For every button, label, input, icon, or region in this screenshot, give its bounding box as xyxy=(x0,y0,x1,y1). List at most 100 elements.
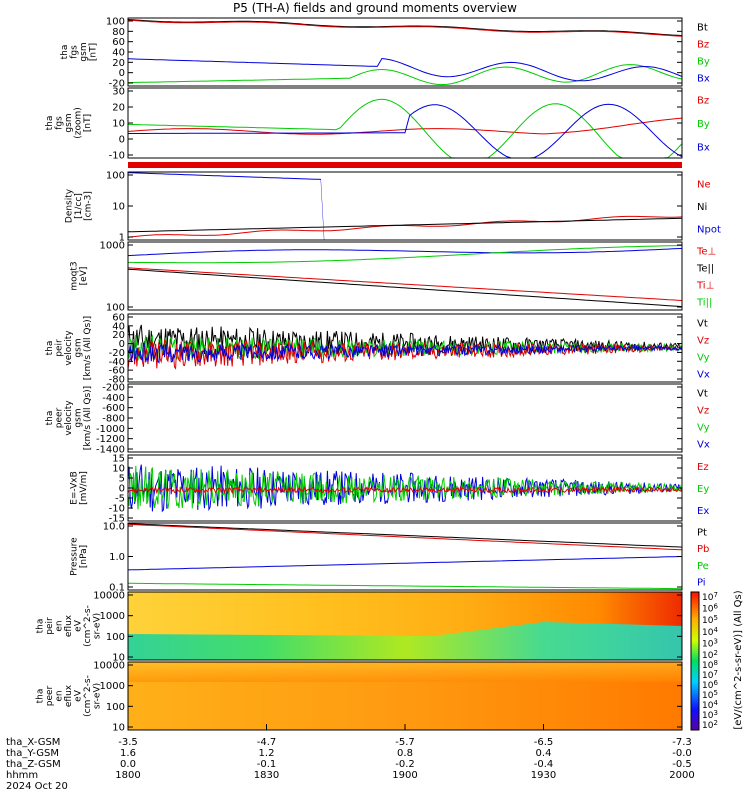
y-tick-label: -400 xyxy=(102,393,125,404)
x-tick-label: -0.1 xyxy=(257,759,277,770)
y-tick-label: 10000 xyxy=(93,591,125,602)
y-tick-label: 0 xyxy=(119,68,125,79)
y-axis-label-line: peir xyxy=(55,339,65,357)
y-axis-label-line: fgs xyxy=(55,116,65,130)
trace-fgs_gsm-0 xyxy=(127,18,683,37)
legend-entry: By xyxy=(697,57,710,68)
legend-entry: Vz xyxy=(697,406,709,417)
y-tick-label: 1 xyxy=(119,233,125,244)
panel-temperature: 1000 100 moqt3 [eV] Te⊥ Te|| Ti⊥ Ti|| xyxy=(69,241,716,314)
y-tick-label: 80 xyxy=(112,27,125,38)
legend-entry: Bx xyxy=(697,142,710,153)
colorbar-scale xyxy=(690,591,700,731)
y-axis-label-line: [1/cc] xyxy=(74,193,84,219)
y-axis-label-line: velocity xyxy=(64,400,74,436)
y-axis-label-line: fgs xyxy=(69,45,79,59)
legend-entry: Vz xyxy=(697,336,709,347)
trace-pressure-0 xyxy=(127,523,683,548)
y-tick-label: 100 xyxy=(106,303,125,314)
y-axis-label: Density [1/cc] [cm-3] xyxy=(65,188,94,223)
y-tick-label: -10 xyxy=(109,151,125,162)
y-axis-label-line: gsm xyxy=(79,42,89,61)
y-tick-label: -1400 xyxy=(96,445,125,456)
panel-frame xyxy=(127,522,683,591)
x-tick-label: -0.5 xyxy=(672,759,692,770)
y-axis-label-line: [km/s (All Qs)] xyxy=(83,316,93,380)
y-axis-label-line: eflux xyxy=(64,614,74,637)
x-tick-label: 2000 xyxy=(669,770,694,781)
y-tick-label: 1000 xyxy=(100,611,125,622)
y-tick-label: -600 xyxy=(102,403,125,414)
y-axis-label-line: (cm^2-s- xyxy=(83,605,93,647)
legend-entry: Vy xyxy=(697,423,710,434)
legend-entry: Bt xyxy=(697,23,708,34)
y-tick-label: 10 xyxy=(112,202,125,213)
y-tick-label: 10 xyxy=(112,653,125,664)
trace-fgs_dsl-0 xyxy=(127,117,683,135)
legend-entry: Vx xyxy=(697,440,710,451)
trace-temperature-1 xyxy=(127,267,683,301)
x-tick-label: 1930 xyxy=(531,770,556,781)
legend-entry: Ey xyxy=(697,484,709,495)
chart-title: P5 (TH-A) fields and ground moments over… xyxy=(233,1,517,15)
quality-flag-bar xyxy=(128,162,682,168)
y-tick-label: 100 xyxy=(106,632,125,643)
x-tick-label: 1900 xyxy=(392,770,417,781)
y-axis-label: Pressure [nPa] xyxy=(69,537,89,576)
y-axis-label-line: [nT] xyxy=(88,43,98,61)
y-axis-label-line: sr-eV) xyxy=(93,613,103,639)
legend-entry: Vt xyxy=(697,389,708,400)
y-tick-label: 0 xyxy=(119,484,125,495)
x-tick-label: -7.3 xyxy=(672,737,692,748)
x-tick-label: -4.7 xyxy=(257,737,277,748)
y-axis-label: tha peer velocity gsm [km/s (All Qs)] xyxy=(45,386,93,450)
y-tick-label: -1000 xyxy=(96,424,125,435)
legend-entry: Bz xyxy=(697,96,709,107)
trace-density-2 xyxy=(127,172,328,241)
legend-entry: Pe xyxy=(697,561,709,572)
y-axis-label-line: gsm xyxy=(74,338,84,357)
trace-fgs_gsm-3 xyxy=(127,57,683,82)
y-tick-label: 10000 xyxy=(93,661,125,672)
y-axis-label-line: Density xyxy=(65,188,75,223)
x-axis-row-label: tha_X-GSM xyxy=(6,737,60,748)
y-axis-label-line: en xyxy=(55,620,65,631)
y-axis-label-line: [eV] xyxy=(79,267,89,286)
y-tick-label: 100 xyxy=(106,171,125,182)
trace-fgs_gsm-1 xyxy=(127,19,683,37)
x-tick-label: 0.0 xyxy=(120,759,136,770)
y-axis-label-line: [nT] xyxy=(83,114,93,132)
y-axis-label: tha peir en eflux eV (cm^2-s-sr-eV) xyxy=(36,605,103,647)
trace-efield-2 xyxy=(127,485,683,495)
trace-peir_velocity-3 xyxy=(127,342,683,364)
y-axis-label-line: velocity xyxy=(64,330,74,366)
legend-entry: Te|| xyxy=(696,264,714,275)
y-axis-label-line: peer xyxy=(45,685,55,706)
panel-frame xyxy=(127,17,683,87)
y-tick-label: 100 xyxy=(106,17,125,28)
y-axis-label-line: (cm^2-s- xyxy=(83,675,93,717)
x-axis-row-label: hhmm xyxy=(6,770,38,781)
trace-density-0 xyxy=(127,215,683,238)
y-tick-label: 1.0 xyxy=(109,552,125,563)
y-axis-label-line: [km/s (All Qs)] xyxy=(83,386,93,450)
x-axis-row-label: tha_Y-GSM xyxy=(6,748,59,759)
y-tick-label: 20 xyxy=(112,58,125,69)
trace-pressure-3 xyxy=(128,582,683,590)
x-tick-label: 1.2 xyxy=(259,748,275,759)
colorbar-tick-label: 104 xyxy=(702,626,718,638)
y-tick-label: -20 xyxy=(109,348,125,359)
y-tick-label: 40 xyxy=(112,48,125,59)
y-axis-label: tha peer en eflux eV (cm^2-s-sr-eV) xyxy=(36,675,103,717)
legend-entry: Bz xyxy=(697,40,709,51)
legend-entry: Vt xyxy=(697,319,708,330)
x-tick-label: -0.4 xyxy=(534,759,554,770)
panel-pressure: 10.0 1.0 0.1 Pressure [nPa] Pt Pb Pe Pi xyxy=(69,522,709,594)
colorbar-tick-label: 103 xyxy=(702,637,718,649)
y-tick-label: 0.1 xyxy=(109,583,125,594)
y-axis-label-line: peir xyxy=(45,617,55,635)
x-tick-label: 1800 xyxy=(115,770,140,781)
y-axis-label-line: [nPa] xyxy=(79,545,89,568)
panel-frame xyxy=(127,241,683,311)
